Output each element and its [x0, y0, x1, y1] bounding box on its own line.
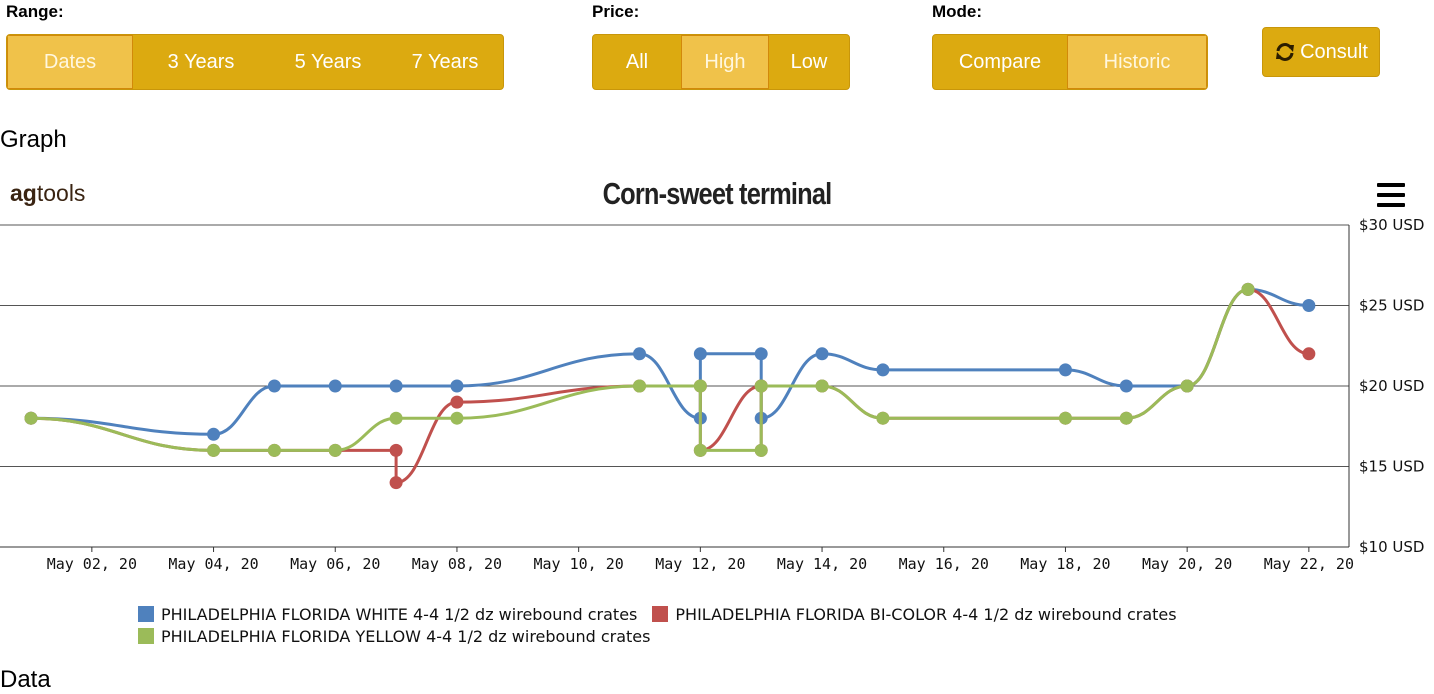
data-point: [815, 347, 829, 361]
price-high-button[interactable]: High: [681, 35, 769, 89]
range-7-years-button[interactable]: 7 Years: [411, 50, 479, 73]
series-line-0: [30, 287, 1309, 436]
x-tick-label: May 14, 20: [777, 555, 867, 573]
consult-label: Consult: [1300, 40, 1368, 63]
legend-item-yellow[interactable]: PHILADELPHIA FLORIDA YELLOW 4-4 1/2 dz w…: [138, 627, 650, 646]
data-point: [633, 379, 646, 393]
data-section-title: Data: [0, 666, 51, 693]
x-tick-label: May 04, 20: [168, 555, 258, 573]
range-5-years-button[interactable]: 5 Years: [294, 50, 362, 73]
legend-swatch-bicolor: [652, 606, 669, 622]
legend-item-bicolor[interactable]: PHILADELPHIA FLORIDA BI-COLOR 4-4 1/2 dz…: [652, 604, 1177, 624]
y-tick-label: $30 USD: [1359, 216, 1424, 234]
data-point: [328, 379, 342, 393]
legend-swatch-white: [138, 606, 154, 622]
line-chart: $10 USD $15 USD $20 USD $25 USD $30 USD May 0…: [0, 216, 1424, 573]
data-point: [1302, 299, 1316, 312]
graph-section-title: Graph: [0, 126, 67, 153]
data-point: [1058, 411, 1072, 425]
data-point: [693, 443, 707, 457]
legend-item-white[interactable]: PHILADELPHIA FLORIDA WHITE 4-4 1/2 dz wi…: [138, 605, 637, 624]
data-point: [24, 411, 38, 425]
agtools-logo: agtools: [10, 180, 86, 206]
data-point: [815, 379, 829, 393]
data-point: [693, 347, 707, 361]
data-point: [267, 443, 281, 457]
data-point: [389, 476, 403, 490]
x-tick-label: May 02, 20: [47, 555, 137, 573]
x-tick-label: May 18, 20: [1020, 555, 1110, 573]
data-point: [450, 395, 464, 409]
legend-label-bicolor: PHILADELPHIA FLORIDA BI-COLOR 4-4 1/2 dz…: [675, 604, 1177, 624]
data-point: [633, 347, 646, 361]
data-point: [1119, 379, 1133, 393]
data-point: [1241, 282, 1255, 296]
data-point: [876, 363, 890, 377]
data-point: [267, 379, 281, 393]
mode-historic-button[interactable]: Historic: [1067, 35, 1207, 89]
legend-label-yellow: PHILADELPHIA FLORIDA YELLOW 4-4 1/2 dz w…: [161, 626, 651, 646]
data-point: [450, 411, 464, 425]
hamburger-menu-icon[interactable]: [1377, 183, 1405, 207]
data-point: [1180, 379, 1194, 393]
range-button-group: Dates 3 Years 5 Years 7 Years: [6, 34, 504, 90]
price-all-button[interactable]: All: [625, 50, 649, 73]
y-tick-label: $10 USD: [1359, 538, 1424, 556]
x-tick-label: May 10, 20: [533, 555, 623, 573]
x-tick-label: May 20, 20: [1142, 555, 1232, 573]
mode-compare-button[interactable]: Compare: [958, 50, 1042, 73]
data-point: [876, 411, 890, 425]
y-tick-label: $15 USD: [1359, 458, 1424, 476]
consult-button[interactable]: Consult: [1262, 27, 1380, 77]
data-point: [207, 427, 221, 441]
chart-legend: PHILADELPHIA FLORIDA WHITE 4-4 1/2 dz wi…: [138, 603, 1192, 647]
data-point: [450, 379, 464, 393]
y-tick-label: $20 USD: [1359, 377, 1424, 395]
chart-title: Corn-sweet terminal: [602, 176, 833, 211]
legend-label-white: PHILADELPHIA FLORIDA WHITE 4-4 1/2 dz wi…: [161, 604, 638, 624]
y-tick-label: $25 USD: [1359, 297, 1424, 315]
x-tick-label: May 22, 20: [1264, 555, 1354, 573]
data-point: [754, 443, 768, 457]
price-button-group: All High Low: [592, 34, 850, 90]
mode-button-group: Compare Historic: [932, 34, 1208, 90]
range-label: Range:: [6, 2, 64, 21]
price-label: Price:: [592, 2, 640, 21]
data-point: [389, 411, 403, 425]
data-point: [754, 347, 768, 361]
data-point: [1119, 411, 1133, 425]
x-tick-label: May 16, 20: [899, 555, 989, 573]
legend-swatch-yellow: [138, 628, 154, 644]
x-tick-label: May 06, 20: [290, 555, 380, 573]
range-dates-button[interactable]: Dates: [7, 35, 133, 89]
data-point: [1302, 347, 1316, 361]
data-point: [207, 443, 221, 457]
x-tick-label: May 08, 20: [412, 555, 502, 573]
refresh-icon: [1276, 43, 1295, 61]
mode-label: Mode:: [932, 2, 983, 21]
x-tick-label: May 12, 20: [655, 555, 745, 573]
price-low-button[interactable]: Low: [790, 50, 828, 73]
data-point: [1058, 363, 1072, 377]
data-point: [389, 443, 403, 457]
data-point: [389, 379, 403, 393]
range-3-years-button[interactable]: 3 Years: [167, 50, 235, 73]
data-point: [693, 379, 707, 393]
data-point: [754, 379, 768, 393]
data-point: [328, 443, 342, 457]
